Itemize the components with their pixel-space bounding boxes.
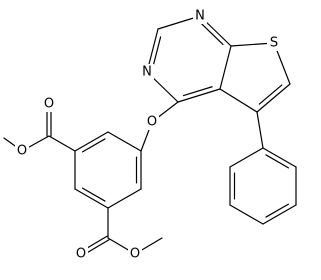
atom-label: S [270,36,278,51]
label-mask [193,8,207,24]
bond [229,204,264,225]
double-bond [81,138,106,153]
bond [107,131,142,152]
label-mask [140,64,154,80]
atom-label: O [17,144,27,159]
double-bond [201,23,224,46]
bond [107,188,142,209]
atom-label: O [130,247,140,262]
bond [229,147,264,168]
bond [48,135,76,152]
double-bond [182,86,213,97]
label-mask [42,96,56,112]
atom-label: N [195,9,205,24]
bond [74,188,109,209]
bond [256,111,264,149]
double-bond [81,187,106,202]
bond [219,45,232,90]
label-mask [145,114,159,130]
label-mask [128,246,142,262]
double-bond [258,84,283,105]
bond [262,204,297,225]
double-bond [152,36,162,67]
bond [74,131,109,152]
atom-label: O [76,247,86,262]
double-bond [265,203,290,218]
bond [219,88,258,113]
atom-label: N [142,65,152,80]
bond [230,42,275,47]
label-mask [74,246,88,262]
bond [177,88,221,103]
atom-label: O [44,97,54,112]
label-mask [267,35,281,51]
bond [256,83,291,113]
atom-label: O [147,115,157,130]
double-bond [265,154,290,169]
bond [262,147,297,168]
label-mask [15,143,29,159]
